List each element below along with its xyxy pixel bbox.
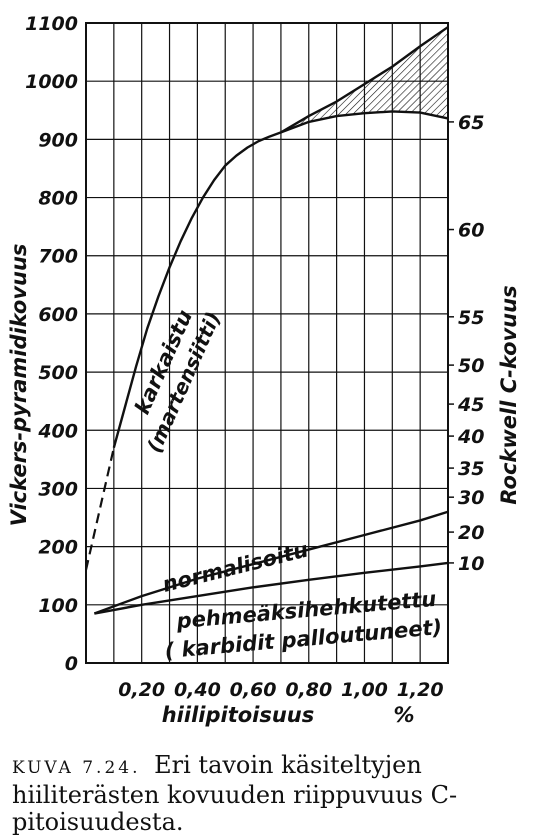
y-tick-label: 100	[38, 595, 78, 617]
y2-tick-label: 20	[458, 522, 484, 544]
series-line-dashed	[84, 447, 115, 571]
y2-tick-label: 35	[458, 458, 484, 480]
y-axis-title: Vickers-pyramidikovuus	[7, 244, 31, 527]
hardness-chart: 0 100 200 300 400 500 600 700 800 900 1000 1100 10 2…	[7, 13, 521, 727]
y2-tick-label: 40	[457, 426, 484, 448]
x-tick-label: 0,40	[174, 679, 221, 701]
x-tick-label: 1,20	[397, 679, 444, 701]
plot-frame	[85, 22, 449, 664]
x-tick-label: 1,00	[341, 679, 388, 701]
caption-text: Eri tavoin käsiteltyjen hiiliterästen ko…	[12, 751, 458, 836]
y-tick-label: 700	[38, 246, 78, 268]
figure-caption: KUVA 7.24. Eri tavoin käsiteltyjen hiili…	[12, 752, 520, 836]
y-tick-label: 400	[37, 420, 78, 442]
y-tick-label: 500	[38, 362, 78, 384]
hatched-region	[280, 27, 448, 133]
y-tick-label: 1100	[25, 13, 78, 35]
x-tick-label: 0,80	[285, 679, 332, 701]
y2-axis-ticks: 10 20 30 35 40 45 50 55 60 65	[448, 112, 484, 575]
y2-tick-label: 65	[458, 112, 484, 134]
series-line-2	[280, 26, 449, 134]
y-tick-label: 300	[38, 478, 78, 500]
y2-tick-label: 55	[458, 307, 484, 329]
x-axis-ticks: 0,20 0,40 0,60 0,80 1,00 1,20	[118, 679, 443, 701]
y-tick-label: 900	[38, 129, 78, 151]
y-tick-label: 200	[38, 537, 78, 559]
y-tick-label: 600	[38, 304, 78, 326]
series-lines	[84, 26, 449, 615]
y2-tick-label: 10	[458, 553, 484, 575]
y2-axis-title: Rockwell C-kovuus	[497, 285, 521, 504]
y-tick-label: 0	[65, 653, 78, 675]
x-axis-title: hiilipitoisuus	[162, 703, 315, 727]
series-line-1	[112, 131, 282, 449]
y-tick-label: 800	[38, 188, 78, 210]
y2-tick-label: 60	[458, 220, 484, 242]
x-tick-label: 0,60	[230, 679, 277, 701]
x-axis-unit: %	[393, 703, 414, 727]
hatched-area	[280, 27, 448, 133]
caption-number: KUVA 7.24.	[12, 758, 141, 778]
y2-tick-label: 45	[457, 394, 484, 416]
y2-tick-label: 30	[458, 487, 484, 509]
x-tick-label: 0,20	[118, 679, 165, 701]
y2-tick-label: 50	[458, 355, 484, 377]
series-line-5	[94, 561, 449, 615]
y-axis-ticks: 0 100 200 300 400 500 600 700 800 900 1000 1100	[25, 13, 78, 675]
y-tick-label: 1000	[25, 71, 78, 93]
series-line-4	[93, 510, 449, 615]
series-line-3	[280, 110, 449, 134]
